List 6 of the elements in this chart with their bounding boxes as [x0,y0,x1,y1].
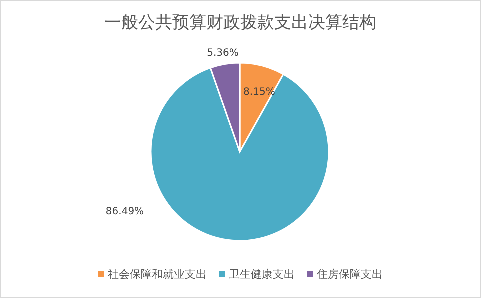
data-label: 86.49% [106,206,144,218]
legend-label: 社会保障和就业支出 [108,268,207,281]
data-label: 5.36% [207,48,239,59]
legend-label: 卫生健康支出 [229,268,295,281]
chart-title: 一般公共预算财政拨款支出决算结构 [104,13,376,33]
legend-label: 住房保障支出 [317,268,383,281]
